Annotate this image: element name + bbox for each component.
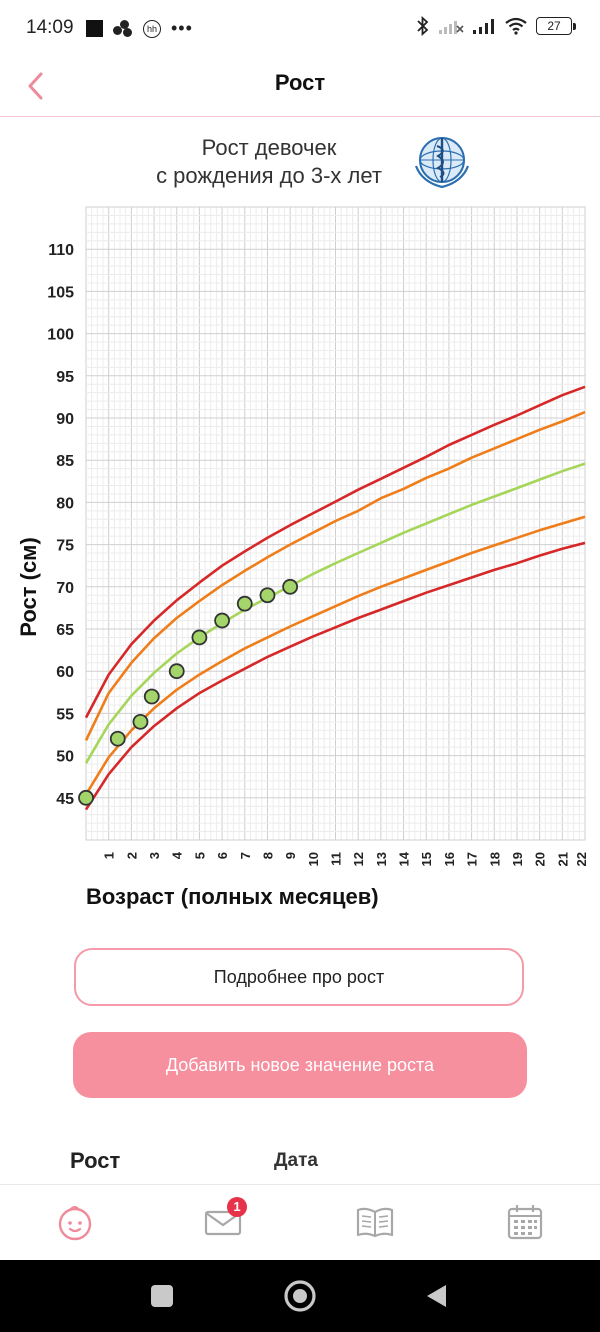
y-tick-label: 60 (56, 664, 74, 681)
status-right-icons: 27 (416, 16, 576, 36)
x-tick-label: 1 (102, 852, 117, 859)
back-nav-button[interactable] (418, 1278, 454, 1314)
status-time: 14:09 (26, 17, 74, 38)
growth-chart-svg: Рост девочек с рождения до 3-х лет 45 50 5… (16, 135, 589, 909)
measurement-point[interactable] (191, 629, 208, 646)
cluster-icon (113, 19, 133, 38)
measurement-point[interactable] (132, 713, 149, 730)
x-tick-label: 9 (283, 852, 298, 859)
x-tick-label: 17 (465, 852, 480, 866)
y-tick-label: 110 (48, 242, 74, 259)
baby-face-icon (58, 1206, 92, 1241)
x-tick-label: 4 (170, 851, 185, 859)
y-tick-label: 75 (56, 538, 74, 555)
chart-title-line1: Рост девочек (202, 135, 337, 160)
x-tick-label: 13 (374, 852, 389, 866)
square-icon (151, 1285, 173, 1307)
percentile-curve-4 (84, 515, 586, 796)
measurement-point[interactable] (236, 595, 253, 612)
system-nav-bar (0, 1260, 600, 1332)
percentile-curve-1 (84, 385, 586, 719)
signal-off-icon (439, 21, 464, 34)
y-tick-label: 85 (56, 453, 74, 470)
bluetooth-icon (417, 16, 429, 36)
measurement-point[interactable] (282, 578, 299, 595)
back-button[interactable] (16, 66, 56, 106)
y-tick-label: 55 (56, 706, 74, 723)
messages-badge: 1 (227, 1197, 247, 1217)
chart-title-line2: с рождения до 3-х лет (156, 163, 382, 188)
envelope-icon (204, 1210, 242, 1236)
growth-chart: Рост девочек с рождения до 3-х лет 45 50 5… (0, 120, 600, 930)
x-tick-label: 6 (215, 852, 230, 859)
x-axis-label: Возраст (полных месяцев) (86, 884, 379, 909)
x-tick-label: 3 (147, 852, 162, 859)
percentile-curve-2 (84, 410, 586, 741)
wifi-icon (505, 17, 527, 35)
x-tick-label: 22 (574, 852, 589, 866)
x-tick-label: 11 (329, 852, 344, 866)
x-tick-label: 21 (555, 852, 570, 866)
measurement-point[interactable] (259, 587, 276, 604)
table-header-date: Дата (274, 1150, 318, 1171)
x-tick-label: 15 (419, 852, 434, 866)
nav-book[interactable] (350, 1197, 400, 1247)
y-tick-label: 95 (56, 369, 74, 386)
app-square-icon (86, 20, 103, 37)
percentile-curve-3 (84, 462, 586, 764)
y-tick-label: 105 (47, 284, 74, 301)
y-tick-label: 100 (47, 327, 74, 344)
app-header: Рост (0, 60, 600, 117)
status-bar: 14:09 hh ••• 27 (0, 0, 600, 60)
hh-icon: hh (143, 19, 161, 38)
x-tick-label: 20 (533, 852, 548, 866)
nav-baby[interactable] (50, 1197, 100, 1247)
more-about-height-button[interactable]: Подробнее про рост (74, 948, 524, 1006)
x-tick-label: 19 (510, 852, 525, 866)
x-tick-label: 14 (397, 851, 412, 866)
measurement-point[interactable] (168, 663, 185, 680)
percentile-curve-5 (84, 541, 586, 811)
home-circle-icon (284, 1280, 316, 1312)
add-height-button[interactable]: Добавить новое значение роста (73, 1032, 527, 1098)
y-tick-label: 45 (56, 791, 74, 808)
battery-icon: 27 (536, 17, 576, 35)
y-tick-label: 50 (56, 749, 74, 766)
x-tick-label: 18 (487, 852, 502, 866)
y-tick-label: 65 (56, 622, 74, 639)
bottom-nav: 1 (0, 1184, 600, 1261)
calendar-icon (507, 1205, 543, 1240)
more-notifications-icon: ••• (171, 18, 193, 38)
measurement-point[interactable] (214, 612, 230, 629)
table-header-height: Рост (70, 1148, 121, 1173)
x-tick-label: 8 (261, 852, 276, 859)
x-tick-label: 2 (124, 852, 139, 859)
x-tick-label: 5 (192, 852, 207, 859)
measurement-point[interactable] (143, 688, 160, 705)
y-axis-label: Рост (см) (16, 537, 41, 637)
y-tick-label: 80 (56, 495, 74, 512)
measurement-point[interactable] (78, 789, 94, 806)
x-tick-label: 16 (442, 852, 457, 866)
y-tick-label: 70 (56, 580, 74, 597)
page-title: Рост (274, 70, 326, 95)
x-tick-label: 7 (238, 852, 253, 859)
home-button[interactable] (282, 1278, 318, 1314)
signal-icon (473, 19, 494, 34)
book-icon (356, 1207, 394, 1238)
status-left-icons: hh ••• (86, 18, 193, 39)
x-tick-label: 12 (351, 852, 366, 866)
y-tick-label: 90 (56, 411, 74, 428)
recent-apps-button[interactable] (144, 1278, 180, 1314)
who-emblem-icon (414, 137, 470, 189)
nav-messages[interactable]: 1 (198, 1197, 248, 1247)
nav-calendar[interactable] (500, 1197, 550, 1247)
chevron-left-icon (28, 72, 43, 100)
triangle-back-icon (427, 1285, 446, 1307)
measurement-point[interactable] (109, 730, 126, 747)
x-tick-label: 10 (306, 852, 321, 866)
